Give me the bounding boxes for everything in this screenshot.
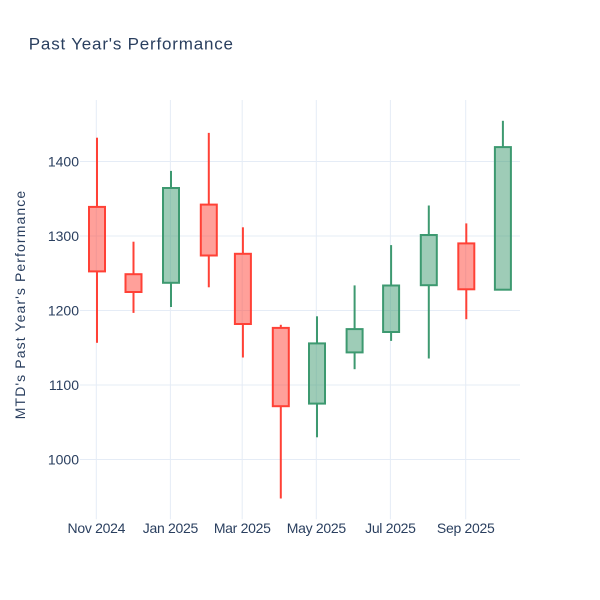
svg-text:Mar 2025: Mar 2025 bbox=[214, 520, 271, 536]
svg-text:Sep 2025: Sep 2025 bbox=[437, 520, 495, 536]
svg-text:Jan 2025: Jan 2025 bbox=[143, 520, 199, 536]
svg-text:Past Year's Performance: Past Year's Performance bbox=[29, 35, 234, 54]
svg-text:1000: 1000 bbox=[48, 452, 79, 468]
svg-text:Jul 2025: Jul 2025 bbox=[365, 520, 416, 536]
svg-text:MTD's Past Year's Performance: MTD's Past Year's Performance bbox=[12, 190, 28, 419]
svg-text:May 2025: May 2025 bbox=[287, 520, 347, 536]
svg-text:1200: 1200 bbox=[48, 303, 79, 319]
svg-text:1300: 1300 bbox=[48, 228, 79, 244]
svg-text:1400: 1400 bbox=[48, 154, 79, 170]
svg-text:Nov 2024: Nov 2024 bbox=[68, 520, 126, 536]
svg-text:1100: 1100 bbox=[49, 377, 79, 393]
